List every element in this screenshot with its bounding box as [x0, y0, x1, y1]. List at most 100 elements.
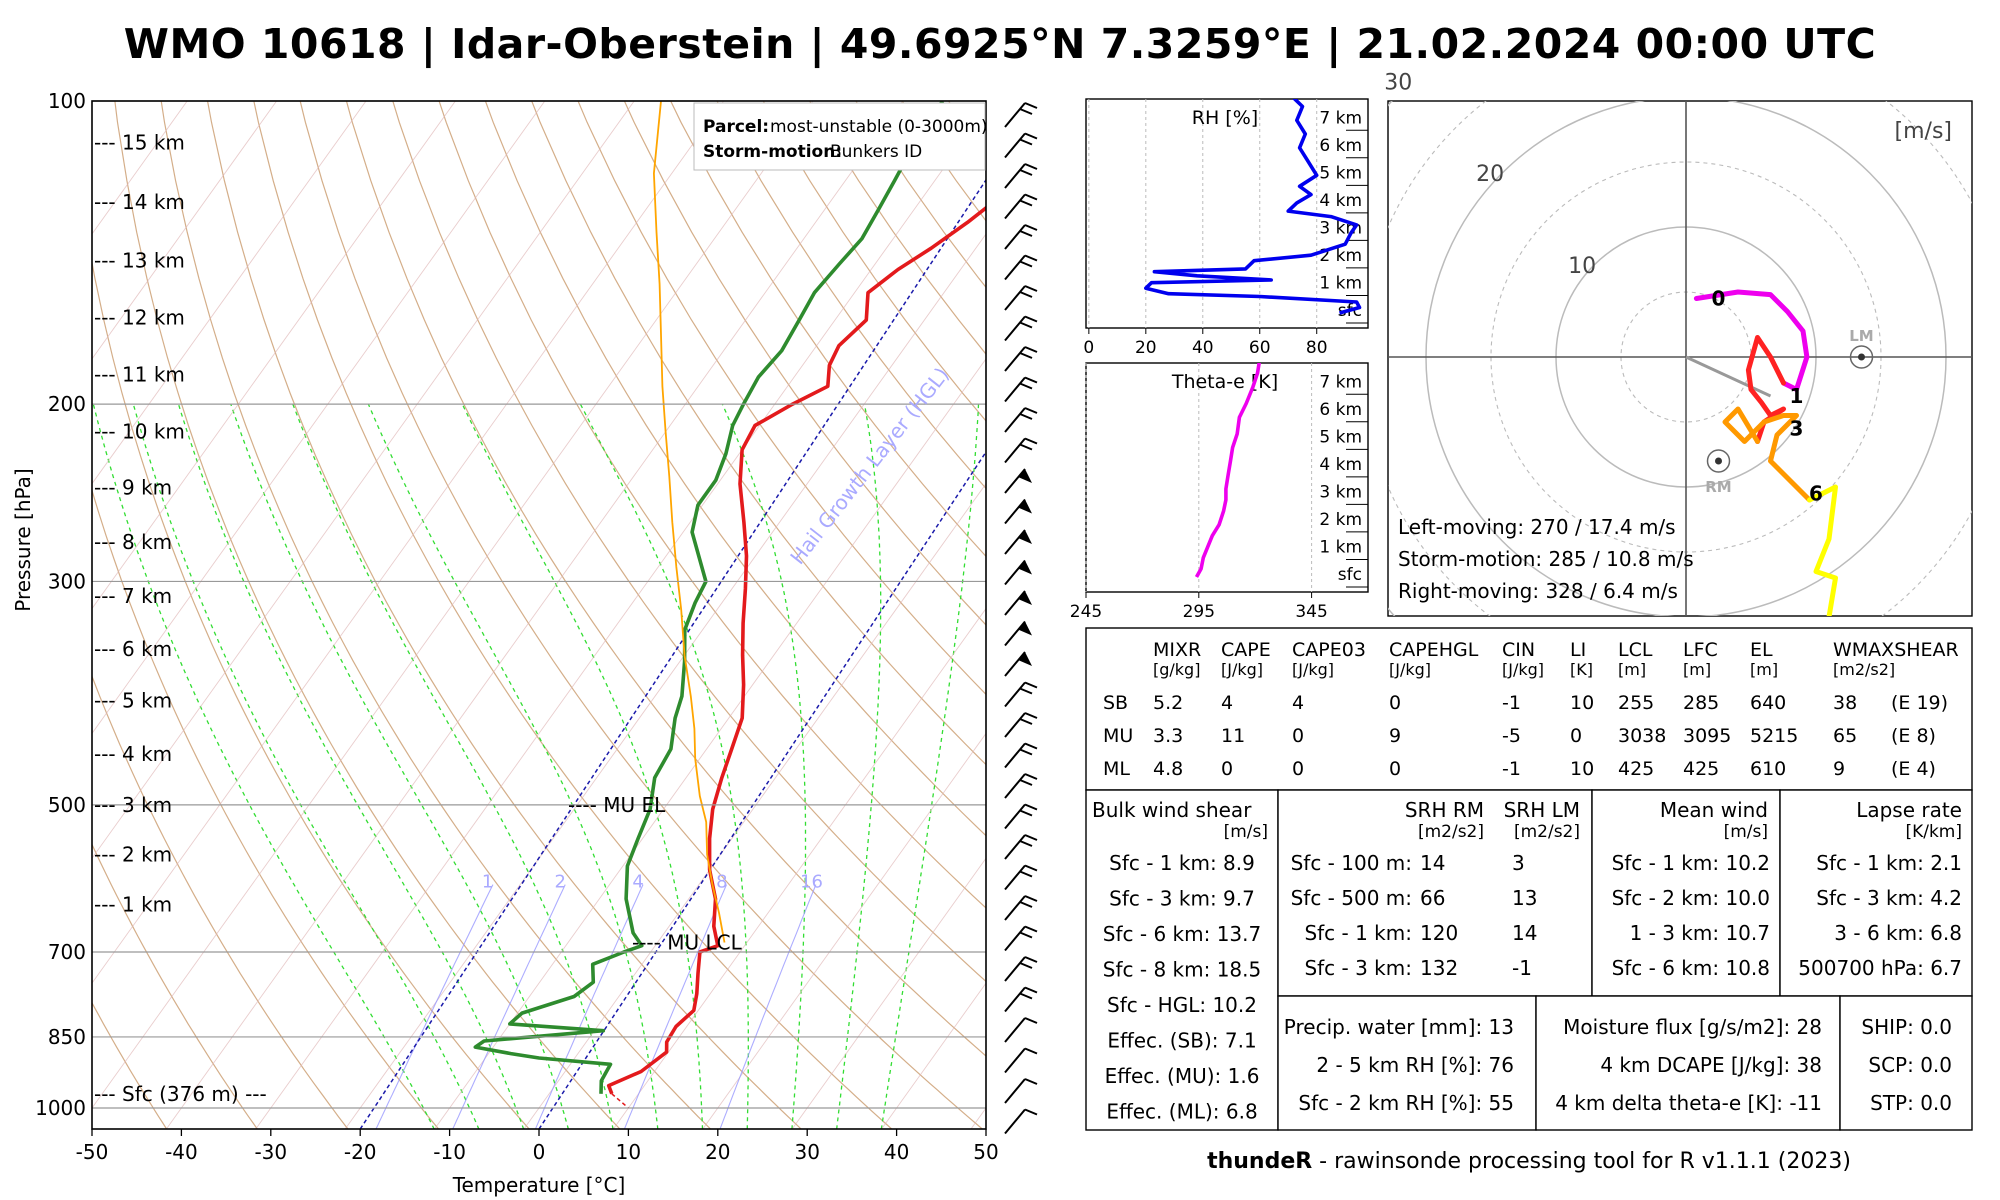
moist-adiabat	[579, 403, 749, 1129]
table-cell: 425	[1683, 758, 1719, 780]
wind-barb	[1004, 834, 1038, 860]
hodo-level-label: 3	[1790, 417, 1804, 441]
table-cell: 0	[1292, 758, 1304, 780]
hodo-stat: Right-moving: 328 / 6.4 m/s	[1398, 579, 1678, 603]
mixing-ratio-label: 1	[482, 871, 493, 892]
box-unit: [m2/s2]	[1418, 822, 1484, 842]
hgl-line	[359, 179, 986, 1129]
moisture-row: Sfc - 2 km RH [%]: 55	[1298, 1091, 1514, 1115]
barb-flag	[1024, 834, 1038, 841]
barb-staff	[1004, 742, 1026, 769]
wind-barb	[1004, 224, 1038, 250]
km-tick-label: sfc	[1338, 565, 1362, 585]
x-tick-label: -20	[344, 1140, 377, 1164]
table-cell: 9	[1389, 725, 1401, 747]
isotherm	[165, 101, 903, 1129]
hodo-level-label: 0	[1712, 287, 1726, 311]
footer-tool-name: thundeR	[1207, 1149, 1312, 1174]
barb-flag	[1019, 931, 1033, 939]
barb-pennant	[1018, 469, 1032, 483]
composite-box	[1839, 995, 1973, 1131]
srh-lm: 3	[1512, 851, 1525, 875]
height-label: --- Sfc (376 m) ---	[94, 1082, 267, 1106]
barb-pennant	[1018, 652, 1032, 666]
dry-adiabat	[438, 101, 986, 909]
barb-flag	[1019, 230, 1033, 237]
isotherm	[92, 101, 546, 735]
wind-barbs	[1004, 102, 1038, 1135]
wind-barb	[1004, 163, 1038, 189]
barb-flag	[1019, 321, 1033, 329]
srh-rm: 120	[1420, 921, 1458, 945]
barb-flag	[1024, 681, 1038, 689]
barb-staff	[1004, 437, 1026, 464]
barb-pennant	[1018, 530, 1032, 544]
srh-rm: 132	[1420, 956, 1458, 980]
barb-flag	[1019, 840, 1033, 847]
height-label: --- 7 km	[94, 584, 172, 608]
moist-adiabat	[880, 404, 980, 1129]
moist-adiabat	[292, 403, 614, 1129]
km-tick-label: 4 km	[1319, 455, 1362, 475]
table-unit: [m]	[1618, 660, 1646, 679]
barb-staff	[1004, 681, 1026, 708]
storm-motion-marker	[1706, 449, 1731, 473]
barb-staff	[1004, 285, 1026, 311]
dry-adiabat	[623, 101, 986, 626]
x-tick-label: 10	[616, 1140, 641, 1164]
barb-flag	[1019, 413, 1033, 420]
storm-motion-dot	[1858, 353, 1865, 361]
wind-barb	[1004, 742, 1038, 769]
lapse-row: 500700 hPa: 6.7	[1798, 956, 1962, 980]
km-tick-label: 7 km	[1319, 372, 1362, 392]
box-unit: [m2/s2]	[1514, 822, 1580, 842]
barb-flag	[1024, 163, 1038, 170]
shear-row: Sfc - 6 km: 13.7	[1103, 922, 1261, 946]
panel-x-tick-label: 80	[1306, 338, 1328, 358]
wind-barb	[1004, 956, 1038, 982]
barb-flag	[1024, 803, 1038, 811]
RH-line	[1144, 99, 1362, 315]
barb-pennant	[1018, 560, 1032, 575]
moist-adiabat	[177, 403, 525, 1129]
footer-credit: thundeR - rawinsonde processing tool for…	[1207, 1149, 1851, 1174]
table-header: LCL	[1618, 639, 1653, 661]
hodo-level-label: 6	[1809, 482, 1823, 506]
barb-staff	[1004, 224, 1026, 250]
wind-barb	[1004, 681, 1038, 708]
barb-flag	[1019, 992, 1033, 1000]
barb-staff	[1004, 407, 1026, 433]
wind-barb	[1004, 407, 1038, 433]
hodo-segment	[1807, 484, 1838, 616]
wind-barb	[1004, 620, 1032, 647]
x-tick-label: 50	[973, 1140, 998, 1164]
mixing-ratio-line	[719, 884, 817, 1129]
wind-barb	[1004, 895, 1038, 921]
barb-staff	[1004, 773, 1026, 799]
km-tick-label: 6 km	[1319, 136, 1362, 156]
wind-barb	[1004, 651, 1032, 677]
wind-barb	[1004, 1047, 1038, 1074]
km-tick-label: 5 km	[1319, 427, 1362, 447]
isotherm	[612, 607, 986, 1129]
dry-adiabat	[160, 101, 712, 1129]
table-header: CAPE03	[1292, 639, 1366, 661]
table-row-name: SB	[1103, 692, 1128, 714]
storm-motion-label: RM	[1705, 478, 1731, 496]
lapse-row: Sfc - 3 km: 4.2	[1816, 886, 1962, 910]
range-label: 30	[1384, 70, 1412, 95]
barb-staff	[1004, 1017, 1026, 1043]
x-tick-label: 0	[533, 1140, 546, 1164]
wind-barb	[1004, 529, 1032, 555]
table-cell: 640	[1750, 692, 1786, 714]
isotherm	[434, 358, 986, 1129]
box-title: Lapse rate	[1856, 798, 1962, 822]
x-tick-label: -50	[76, 1140, 109, 1164]
mixing-ratio-label: 2	[554, 871, 565, 892]
isotherm	[791, 857, 986, 1129]
table-cell: 0	[1292, 725, 1304, 747]
mean-wind-row: 1 - 3 km: 10.7	[1630, 921, 1770, 945]
barb-staff	[1004, 925, 1026, 952]
x-tick-label: 30	[794, 1140, 819, 1164]
flux-box	[1535, 995, 1841, 1131]
